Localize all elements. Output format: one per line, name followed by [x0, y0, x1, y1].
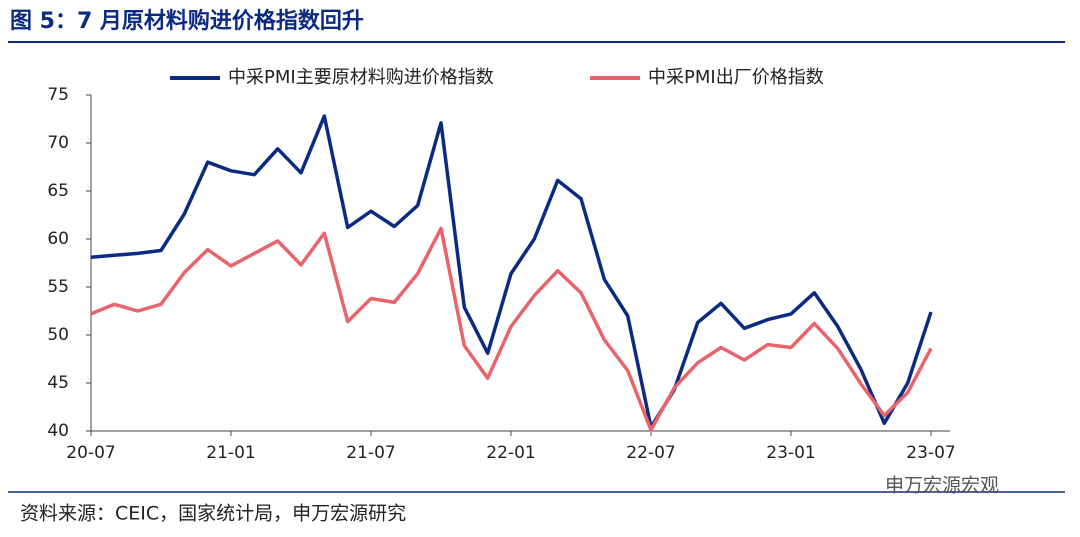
x-tick-label: 22-01	[486, 443, 535, 463]
chart-title: 图 5：7 月原材料购进价格指数回升	[10, 8, 364, 34]
series-line	[90, 114, 933, 429]
x-tick-label: 22-07	[626, 443, 675, 463]
x-tick-label: 23-01	[766, 443, 815, 463]
y-tick-label: 70	[47, 133, 69, 153]
y-tick-label: 40	[47, 421, 69, 441]
legend-label: 中采PMI主要原材料购进价格指数	[228, 67, 494, 88]
y-tick-label: 50	[47, 325, 69, 345]
y-tick-label: 75	[47, 85, 69, 105]
y-tick-label: 45	[47, 373, 69, 393]
legend-label: 中采PMI出厂价格指数	[648, 67, 824, 88]
y-tick-label: 60	[47, 229, 69, 249]
watermark: 申万宏源宏观	[885, 475, 999, 497]
source: 资料来源：CEIC，国家统计局，申万宏源研究	[20, 503, 406, 525]
x-tick-label: 20-07	[66, 443, 115, 463]
x-tick-label: 21-01	[206, 443, 255, 463]
x-tick-label: 23-07	[906, 443, 955, 463]
y-tick-label: 65	[47, 181, 69, 201]
y-tick-label: 55	[47, 277, 69, 297]
series-line	[90, 226, 933, 432]
x-tick-label: 21-07	[346, 443, 395, 463]
